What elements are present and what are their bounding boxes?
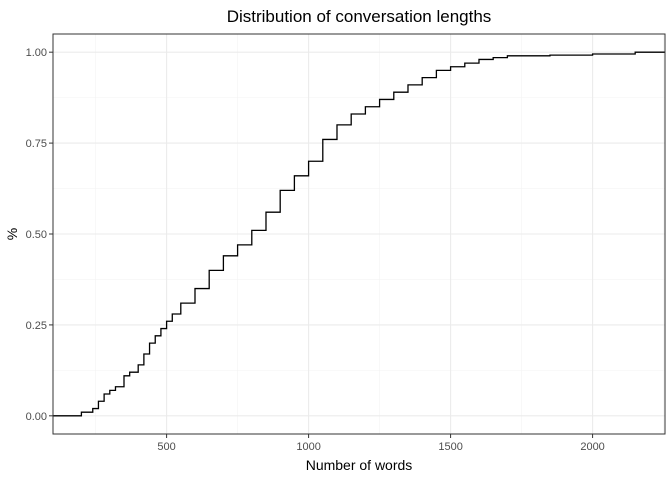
y-tick-label: 1.00 — [26, 47, 47, 59]
y-axis-ticks: 0.00 0.25 0.50 0.75 1.00 — [26, 47, 53, 423]
chart-title: Distribution of conversation lengths — [227, 7, 492, 26]
x-tick-label: 1000 — [296, 441, 320, 453]
y-tick-label: 0.75 — [26, 138, 47, 150]
x-tick-label: 1500 — [438, 441, 462, 453]
x-tick-label: 500 — [157, 441, 175, 453]
y-tick-label: 0.25 — [26, 320, 47, 332]
ecdf-series-line — [53, 51, 665, 417]
x-axis-ticks: 500 1000 1500 2000 — [157, 434, 605, 453]
major-gridlines — [53, 34, 665, 434]
y-tick-label: 0.50 — [26, 229, 47, 241]
y-tick-label: 0.00 — [26, 411, 47, 423]
y-axis-title: % — [4, 228, 20, 240]
x-tick-label: 2000 — [580, 441, 604, 453]
x-axis-title: Number of words — [306, 457, 413, 473]
